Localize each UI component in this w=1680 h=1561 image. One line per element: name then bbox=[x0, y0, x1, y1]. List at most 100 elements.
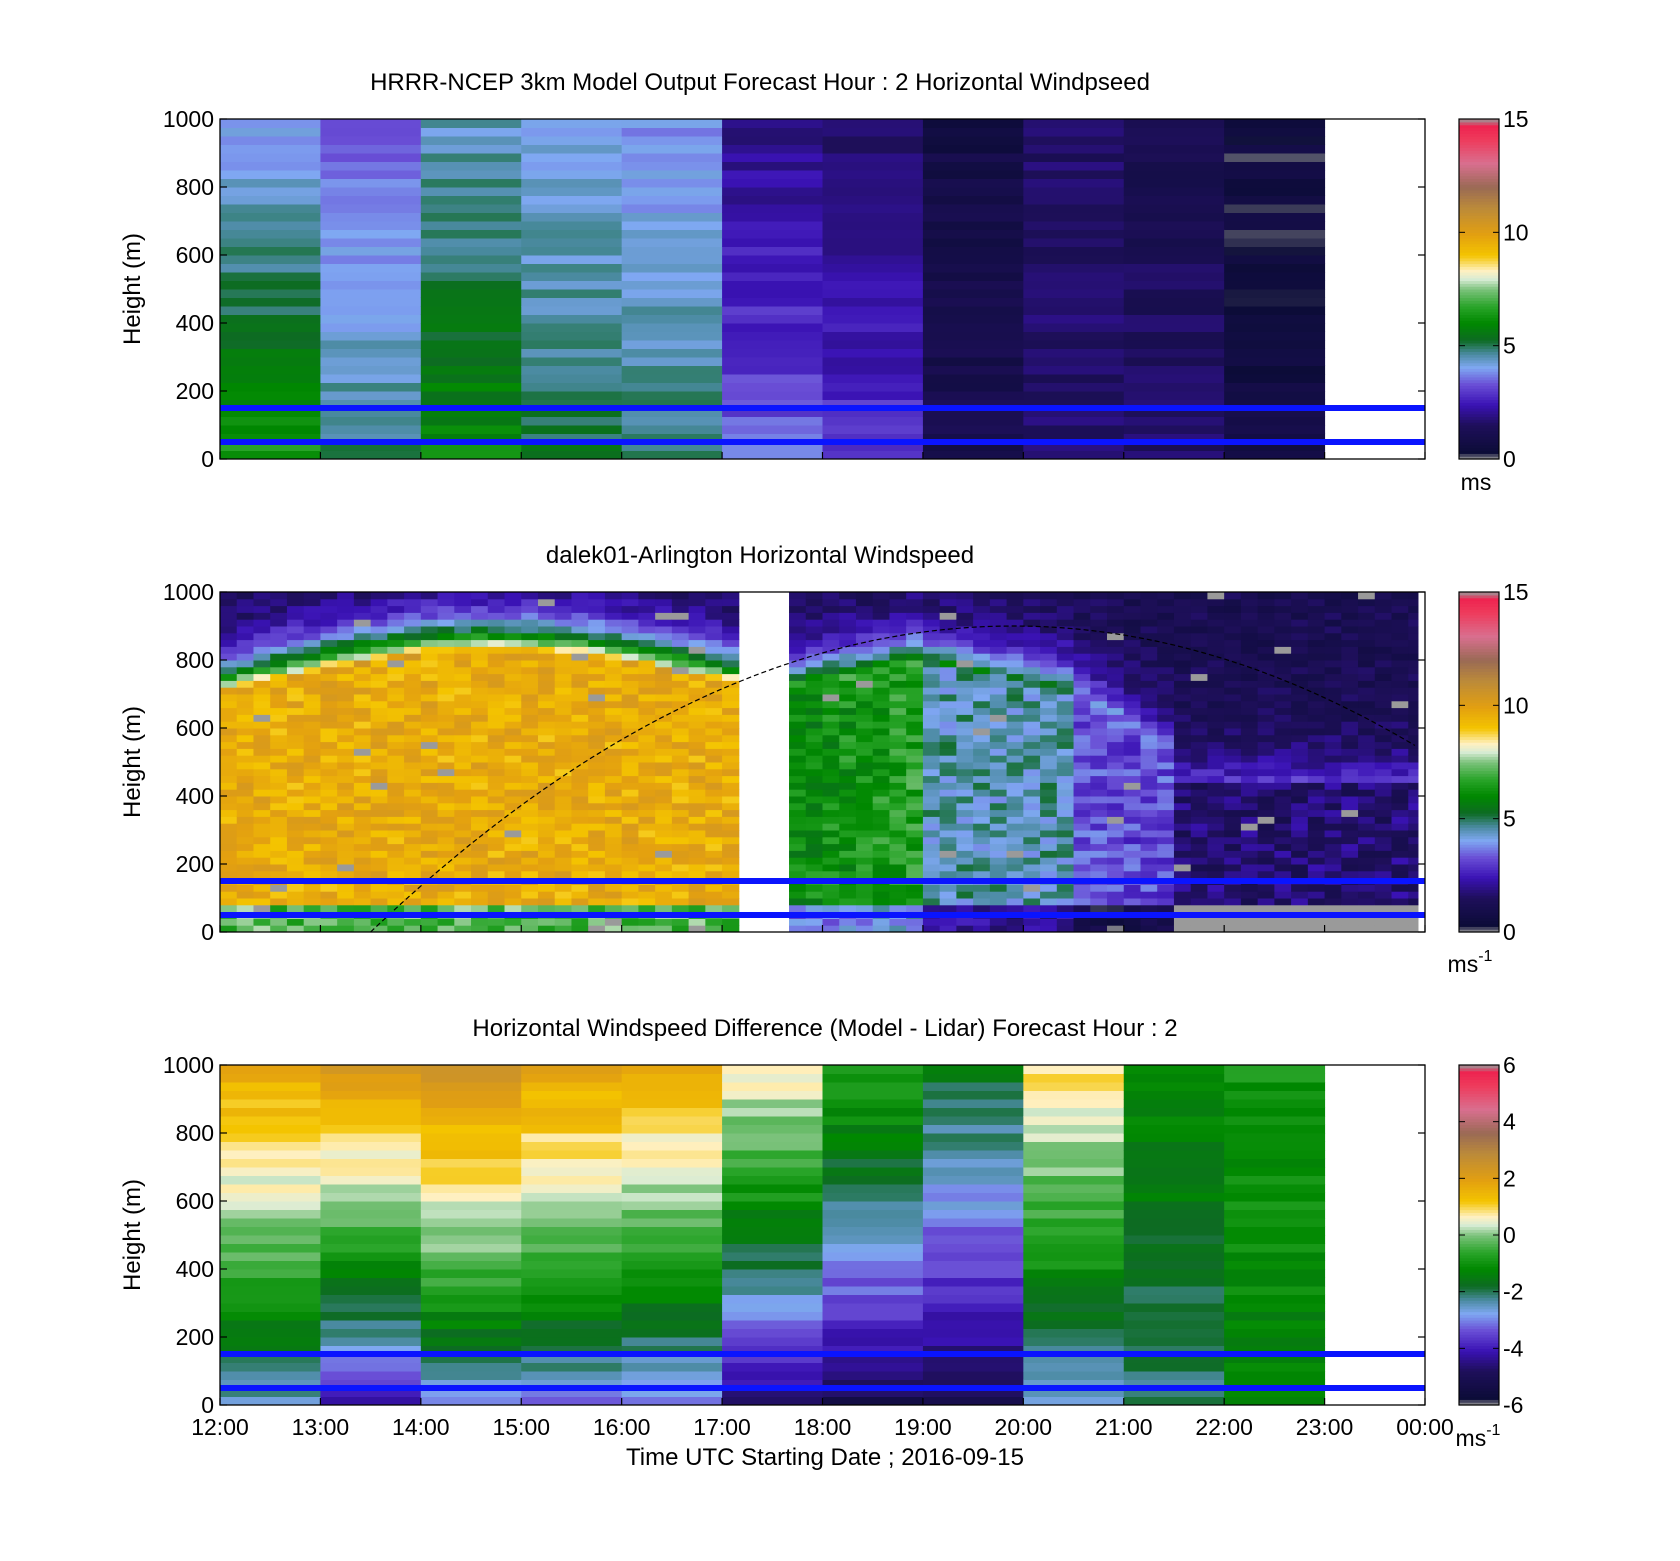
heatmap-cell bbox=[1173, 809, 1192, 817]
heatmap-cell bbox=[1358, 687, 1376, 695]
heatmap-cell bbox=[973, 721, 991, 729]
heatmap-cell bbox=[303, 898, 321, 906]
heatmap-cell bbox=[420, 1337, 522, 1346]
heatmap-cell bbox=[1140, 857, 1158, 865]
colorbar-swatch bbox=[1459, 1087, 1499, 1092]
heatmap-cell bbox=[973, 823, 991, 831]
heatmap-cell bbox=[1307, 768, 1326, 777]
heatmap-cell bbox=[521, 639, 539, 647]
colorbar-swatch bbox=[1459, 181, 1499, 185]
heatmap-cell bbox=[1358, 857, 1376, 865]
heatmap-cell bbox=[521, 1345, 623, 1355]
heatmap-cell bbox=[1291, 884, 1309, 892]
heatmap-cell bbox=[1023, 802, 1041, 811]
heatmap-cell bbox=[286, 673, 305, 681]
heatmap-cell bbox=[1023, 1090, 1125, 1100]
heatmap-cell bbox=[1224, 789, 1242, 797]
colorbar-swatch bbox=[1459, 1254, 1499, 1259]
heatmap-cell bbox=[906, 884, 924, 892]
colorbar-swatch bbox=[1459, 892, 1499, 896]
heatmap-cell bbox=[404, 741, 422, 749]
heatmap-cell bbox=[722, 1354, 823, 1363]
heatmap-cell bbox=[220, 161, 321, 171]
colorbar-swatch bbox=[1459, 1277, 1499, 1281]
heatmap-cell bbox=[554, 796, 572, 804]
heatmap-cell bbox=[253, 802, 271, 811]
heatmap-cell bbox=[1023, 1141, 1125, 1151]
heatmap-cell bbox=[1140, 809, 1158, 817]
heatmap-cell bbox=[487, 775, 506, 783]
heatmap-cell bbox=[889, 605, 907, 613]
heatmap-cell bbox=[1374, 632, 1393, 641]
heatmap-cell bbox=[1291, 666, 1309, 675]
colorbar-swatch bbox=[1459, 1379, 1499, 1383]
heatmap-cell bbox=[253, 768, 271, 777]
heatmap-cell bbox=[922, 289, 1024, 298]
heatmap-cell bbox=[454, 598, 472, 607]
heatmap-cell bbox=[822, 195, 924, 205]
heatmap-cell bbox=[621, 433, 723, 443]
colorbar-swatch bbox=[1459, 164, 1499, 168]
heatmap-cell bbox=[1224, 632, 1242, 641]
heatmap-cell bbox=[1173, 782, 1192, 790]
heatmap-cell bbox=[705, 904, 723, 913]
heatmap-cell bbox=[906, 755, 924, 763]
heatmap-cell bbox=[638, 666, 656, 675]
panel-title: Horizontal Windspeed Difference (Model -… bbox=[472, 1015, 1177, 1042]
heatmap-cell bbox=[638, 673, 656, 681]
colorbar-swatch bbox=[1459, 232, 1499, 236]
heatmap-cell bbox=[236, 612, 254, 620]
heatmap-cell bbox=[404, 925, 422, 933]
heatmap-cell bbox=[621, 816, 639, 824]
heatmap-cell bbox=[805, 775, 823, 783]
heatmap-cell bbox=[956, 605, 974, 613]
heatmap-cell bbox=[922, 748, 941, 756]
heatmap-cell bbox=[220, 280, 321, 290]
heatmap-cell bbox=[554, 884, 572, 892]
heatmap-cell bbox=[671, 687, 690, 695]
heatmap-cell bbox=[1224, 1065, 1326, 1074]
heatmap-cell bbox=[1190, 734, 1208, 743]
colorbar-swatch bbox=[1459, 1252, 1499, 1256]
colorbar-swatch bbox=[1459, 249, 1499, 253]
heatmap-cell bbox=[789, 850, 807, 858]
heatmap-cell bbox=[621, 1158, 723, 1168]
heatmap-cell bbox=[220, 263, 321, 273]
heatmap-cell bbox=[504, 748, 522, 756]
heatmap-cell bbox=[839, 850, 857, 858]
heatmap-cell bbox=[471, 673, 489, 681]
heatmap-cell bbox=[1123, 340, 1225, 349]
heatmap-cell bbox=[337, 734, 355, 743]
heatmap-cell bbox=[939, 639, 957, 647]
heatmap-cell bbox=[454, 789, 472, 797]
heatmap-cell bbox=[1123, 374, 1225, 383]
heatmap-cell bbox=[454, 646, 472, 654]
colorbar-swatch bbox=[1459, 450, 1499, 454]
heatmap-cell bbox=[789, 816, 807, 824]
heatmap-cell bbox=[1358, 734, 1376, 743]
heatmap-cell bbox=[722, 762, 740, 770]
colorbar-tick-label: 4 bbox=[1503, 1109, 1516, 1135]
heatmap-cell bbox=[521, 653, 539, 661]
heatmap-cell bbox=[220, 741, 238, 749]
heatmap-cell bbox=[1257, 918, 1275, 926]
colorbar-swatch bbox=[1459, 813, 1499, 817]
colorbar-swatch bbox=[1459, 1356, 1499, 1361]
heatmap-cell bbox=[404, 816, 422, 824]
heatmap-cell bbox=[922, 1209, 1024, 1219]
colorbar-swatch bbox=[1459, 365, 1499, 369]
heatmap-cell bbox=[588, 830, 606, 838]
heatmap-cell bbox=[220, 1209, 321, 1219]
heatmap-cell bbox=[1391, 789, 1409, 797]
colorbar-swatch bbox=[1459, 898, 1499, 902]
heatmap-cell bbox=[1040, 714, 1058, 722]
heatmap-cell bbox=[1090, 870, 1108, 879]
heatmap-cell bbox=[1123, 1116, 1225, 1125]
heatmap-cell bbox=[655, 673, 673, 681]
colorbar-swatch bbox=[1459, 878, 1499, 882]
heatmap-cell bbox=[822, 802, 840, 811]
heatmap-cell bbox=[504, 898, 522, 906]
heatmap-cell bbox=[1341, 653, 1359, 661]
heatmap-cell bbox=[722, 775, 740, 783]
heatmap-cell bbox=[872, 721, 890, 729]
